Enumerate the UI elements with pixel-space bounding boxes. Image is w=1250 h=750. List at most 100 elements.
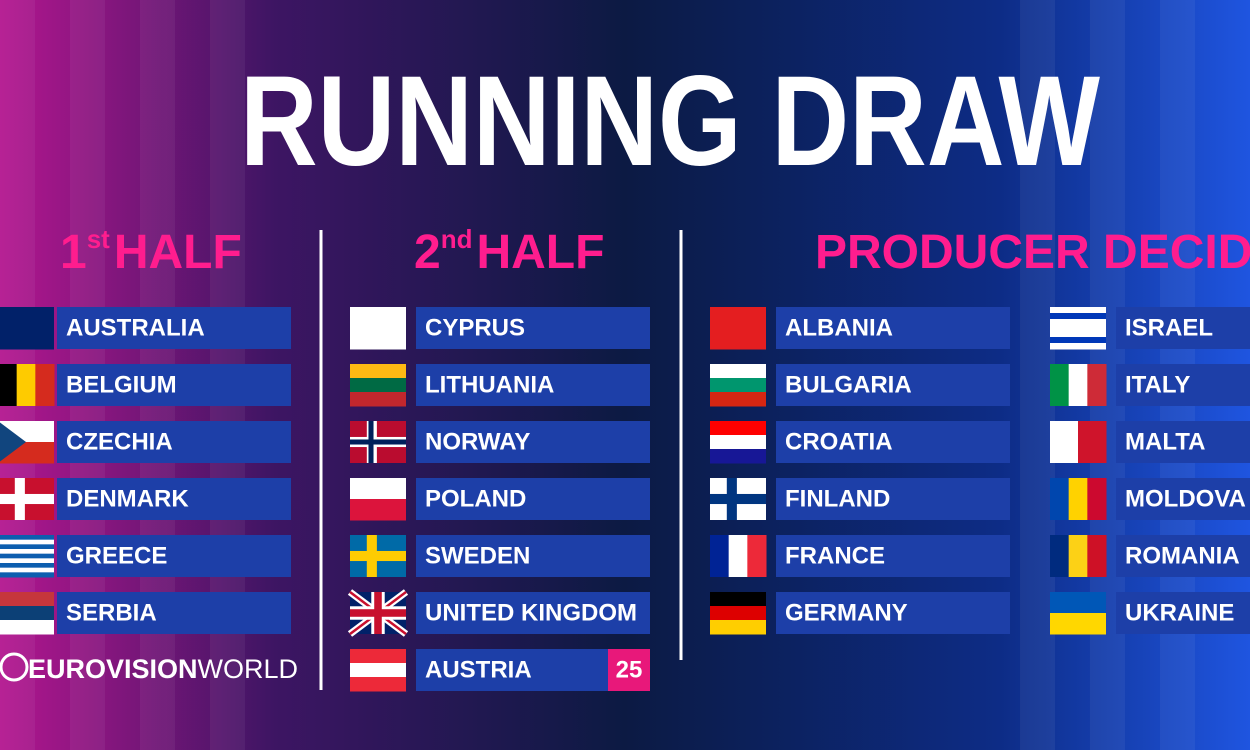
flag <box>710 592 766 635</box>
heading-suffix: nd <box>441 224 473 254</box>
name-bar <box>416 535 650 577</box>
flag-part <box>350 392 406 407</box>
country-name: ITALY <box>1125 371 1190 398</box>
flag <box>350 649 406 692</box>
flag-part <box>350 663 406 678</box>
number-badge <box>608 649 650 691</box>
logo-light: WORLD <box>198 654 299 684</box>
flag <box>710 307 766 350</box>
country-name: UKRAINE <box>1125 599 1234 626</box>
flag-part <box>1050 319 1106 326</box>
flag-part <box>1068 364 1088 406</box>
name-bar <box>416 421 650 463</box>
flag <box>0 364 55 406</box>
flag-part <box>0 558 54 564</box>
name-bar <box>776 307 1010 349</box>
flag-part <box>710 449 766 464</box>
name-bar <box>776 478 1010 520</box>
logo-text: EUROVISIONWORLD <box>28 654 298 684</box>
flag <box>710 364 766 407</box>
flag-part <box>1050 592 1106 614</box>
flag-part <box>350 550 406 562</box>
flag-part <box>0 572 54 578</box>
country-name: CROATIA <box>785 428 893 455</box>
flag-part <box>1078 421 1107 463</box>
flag <box>350 421 406 463</box>
country-name: FRANCE <box>785 542 885 569</box>
name-bar <box>57 421 291 463</box>
country-name: ALBANIA <box>785 314 893 341</box>
country-name: GERMANY <box>785 599 908 626</box>
flag-part <box>747 535 767 577</box>
flag-part <box>0 364 18 406</box>
section-heading: 1stHALF <box>60 224 242 279</box>
name-bar <box>57 364 291 406</box>
flag-part <box>1050 478 1070 520</box>
flag-part <box>0 549 54 555</box>
country-name: DENMARK <box>66 485 189 512</box>
flag <box>1050 592 1106 635</box>
flag-part <box>0 493 54 505</box>
flag-part <box>710 592 766 607</box>
name-bar <box>416 364 650 406</box>
flag-part <box>1050 337 1106 344</box>
flag <box>0 535 54 578</box>
name-bar <box>1116 364 1250 406</box>
flag-part <box>710 606 766 621</box>
flag <box>710 421 766 464</box>
flag <box>350 535 406 577</box>
country-name: ISRAEL <box>1125 314 1213 341</box>
country-name: MOLDOVA <box>1125 485 1246 512</box>
flag-part <box>1050 343 1106 350</box>
country-name: BULGARIA <box>785 371 912 398</box>
flag-part <box>710 364 766 379</box>
flag-part <box>0 553 54 559</box>
flag <box>0 307 54 350</box>
rows: AUSTRALIA BELGIUM CZECHIA DENMARK GREECE SERB… <box>0 307 1250 692</box>
country-name: AUSTRALIA <box>66 314 205 341</box>
running-number: 25 <box>616 656 643 683</box>
name-bar <box>776 535 1010 577</box>
flag-part <box>710 620 766 635</box>
flag-part <box>1087 364 1107 406</box>
country-name: CZECHIA <box>66 428 173 455</box>
flag-part <box>0 535 54 541</box>
country-name: UNITED KINGDOM <box>425 599 637 626</box>
country-name: AUSTRIA <box>425 656 532 683</box>
country-name: LITHUANIA <box>425 371 554 398</box>
flag-part <box>1050 313 1106 320</box>
heading-number: 2 <box>414 226 441 279</box>
name-bar <box>776 592 1010 634</box>
name-bar <box>416 478 650 520</box>
name-bar <box>776 364 1010 406</box>
flag-part <box>350 677 406 692</box>
flag-part <box>1050 364 1070 406</box>
flag <box>1050 478 1107 520</box>
flag-part <box>1050 613 1106 635</box>
flag-part <box>1068 478 1088 520</box>
logo: EUROVISIONWORLD <box>0 652 298 684</box>
flag-part <box>0 620 54 635</box>
flag <box>1050 364 1107 406</box>
flag <box>710 535 767 577</box>
flag-part <box>710 307 766 350</box>
logo-bold: EUROVISION <box>28 654 198 684</box>
name-bar <box>57 307 291 349</box>
flag-part <box>710 493 766 505</box>
flag-part <box>350 649 406 664</box>
flag-part <box>16 364 36 406</box>
heading-number: 1 <box>60 226 87 279</box>
flag-part <box>350 478 406 500</box>
flag <box>0 478 54 520</box>
flag-part <box>1050 331 1106 338</box>
flag-part <box>710 421 766 436</box>
flag-part <box>710 392 766 407</box>
name-bar <box>57 592 291 634</box>
name-bar <box>57 535 291 577</box>
flag <box>0 421 54 464</box>
flag <box>347 589 409 637</box>
flag-part <box>0 544 54 550</box>
flag-part <box>710 435 766 450</box>
flag-part <box>0 606 54 621</box>
